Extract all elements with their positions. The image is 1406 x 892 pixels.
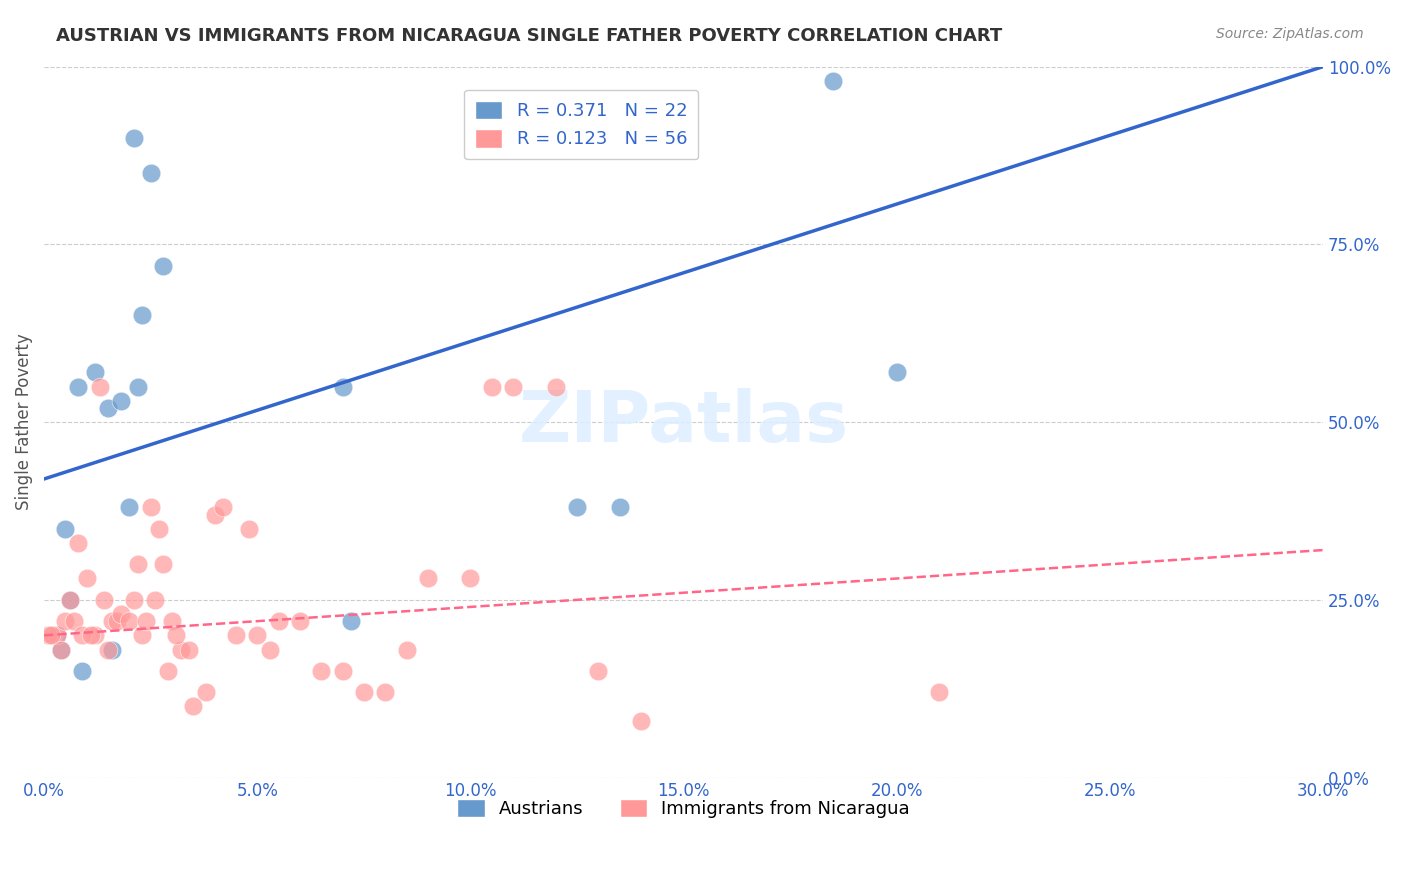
Point xyxy=(332,379,354,393)
Point xyxy=(84,365,107,379)
Point xyxy=(67,536,90,550)
Point xyxy=(204,508,226,522)
Point xyxy=(259,642,281,657)
Point xyxy=(45,628,67,642)
Point xyxy=(67,379,90,393)
Point xyxy=(821,74,844,88)
Point xyxy=(139,500,162,515)
Point xyxy=(332,664,354,678)
Point xyxy=(156,664,179,678)
Point xyxy=(101,614,124,628)
Point xyxy=(84,628,107,642)
Legend: Austrians, Immigrants from Nicaragua: Austrians, Immigrants from Nicaragua xyxy=(450,791,917,825)
Point xyxy=(110,393,132,408)
Point xyxy=(225,628,247,642)
Point xyxy=(131,628,153,642)
Point xyxy=(127,558,149,572)
Point xyxy=(55,522,77,536)
Point xyxy=(59,592,82,607)
Point xyxy=(169,642,191,657)
Point xyxy=(118,614,141,628)
Point xyxy=(609,500,631,515)
Point xyxy=(340,614,363,628)
Point xyxy=(110,607,132,621)
Point xyxy=(97,401,120,415)
Point xyxy=(89,379,111,393)
Point xyxy=(76,572,98,586)
Point xyxy=(122,130,145,145)
Point xyxy=(246,628,269,642)
Point xyxy=(152,558,174,572)
Text: AUSTRIAN VS IMMIGRANTS FROM NICARAGUA SINGLE FATHER POVERTY CORRELATION CHART: AUSTRIAN VS IMMIGRANTS FROM NICARAGUA SI… xyxy=(56,27,1002,45)
Point xyxy=(101,642,124,657)
Point xyxy=(39,628,62,642)
Point xyxy=(59,592,82,607)
Point xyxy=(886,365,908,379)
Point xyxy=(353,685,375,699)
Point xyxy=(160,614,183,628)
Point xyxy=(195,685,218,699)
Point xyxy=(80,628,103,642)
Point xyxy=(55,614,77,628)
Point xyxy=(135,614,157,628)
Point xyxy=(148,522,170,536)
Point xyxy=(93,592,115,607)
Point xyxy=(309,664,332,678)
Point xyxy=(565,500,588,515)
Point xyxy=(122,592,145,607)
Point xyxy=(72,628,94,642)
Point xyxy=(45,628,67,642)
Point xyxy=(72,664,94,678)
Point xyxy=(63,614,86,628)
Point xyxy=(105,614,128,628)
Point xyxy=(238,522,260,536)
Point xyxy=(37,628,59,642)
Point xyxy=(395,642,418,657)
Point xyxy=(143,592,166,607)
Point xyxy=(928,685,950,699)
Text: ZIPatlas: ZIPatlas xyxy=(519,388,849,457)
Point xyxy=(267,614,290,628)
Point xyxy=(212,500,235,515)
Point xyxy=(502,379,524,393)
Point xyxy=(97,642,120,657)
Point xyxy=(544,379,567,393)
Point xyxy=(588,664,610,678)
Point xyxy=(630,714,652,728)
Point xyxy=(177,642,200,657)
Point xyxy=(288,614,311,628)
Point xyxy=(41,628,63,642)
Point xyxy=(183,699,205,714)
Point xyxy=(139,166,162,180)
Point xyxy=(460,572,482,586)
Y-axis label: Single Father Poverty: Single Father Poverty xyxy=(15,334,32,510)
Text: Source: ZipAtlas.com: Source: ZipAtlas.com xyxy=(1216,27,1364,41)
Point xyxy=(118,500,141,515)
Point xyxy=(481,379,503,393)
Point xyxy=(165,628,187,642)
Point xyxy=(51,642,73,657)
Point xyxy=(416,572,439,586)
Point xyxy=(51,642,73,657)
Point xyxy=(374,685,396,699)
Point xyxy=(131,309,153,323)
Point xyxy=(127,379,149,393)
Point xyxy=(152,259,174,273)
